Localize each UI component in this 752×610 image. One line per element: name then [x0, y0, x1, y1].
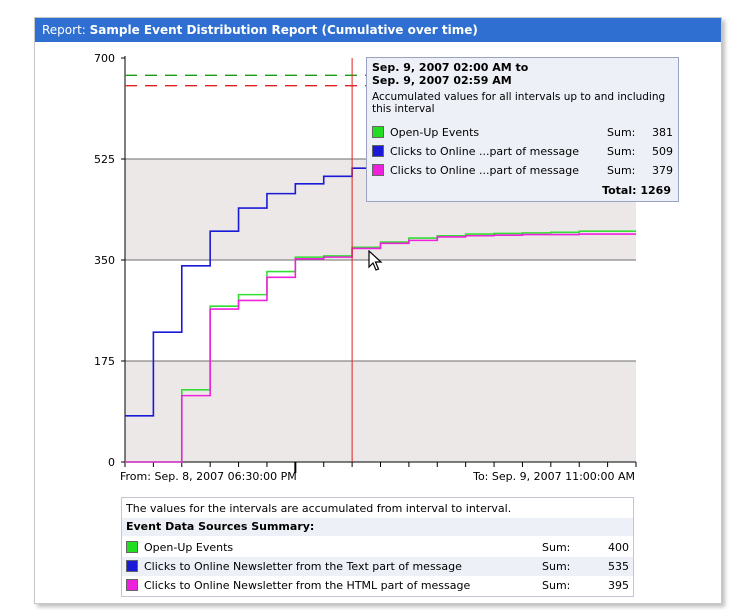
summary-row-label: Clicks to Online Newsletter from the Tex… [144, 560, 462, 573]
summary-row: Open-Up Events Sum: 400 [122, 538, 633, 557]
report-title-prefix: Report: [42, 23, 86, 37]
summary-sum-label: Sum: [542, 579, 571, 592]
tooltip-total-label: Total: [602, 184, 637, 197]
magenta-swatch-icon [126, 579, 138, 591]
summary-sum-value: 400 [608, 541, 629, 554]
event-sources-summary: The values for the intervals are accumul… [121, 497, 634, 597]
x-axis-from-label: From: Sep. 8, 2007 06:30:00 PM [120, 470, 297, 483]
tooltip-sum-value: 381 [652, 126, 673, 139]
y-tick-label: 0 [108, 456, 115, 469]
green-swatch-icon [126, 541, 138, 553]
tooltip-sum-label: Sum: [607, 145, 636, 158]
summary-row: Clicks to Online Newsletter from the HTM… [122, 576, 633, 595]
tooltip-sum-label: Sum: [607, 126, 636, 139]
summary-note: The values for the intervals are accumul… [126, 502, 512, 515]
tooltip-total-value: 1269 [640, 184, 671, 197]
report-title: Sample Event Distribution Report (Cumula… [89, 23, 478, 37]
summary-sum-value: 535 [608, 560, 629, 573]
summary-sum-label: Sum: [542, 560, 571, 573]
series-line [125, 233, 636, 463]
shaded-band [125, 361, 636, 462]
tooltip-description: Accumulated values for all intervals up … [372, 91, 666, 115]
tooltip-sum-value: 509 [652, 145, 673, 158]
y-tick-label: 700 [94, 52, 115, 65]
tooltip-title-line2: Sep. 9, 2007 02:59 AM [372, 74, 512, 87]
tooltip-row: Clicks to Online ...part of message Sum:… [372, 162, 675, 180]
summary-row-label: Open-Up Events [144, 541, 234, 554]
tooltip-row-label: Clicks to Online ...part of message [390, 145, 580, 158]
green-swatch-icon [372, 126, 384, 138]
y-tick-label: 525 [94, 153, 115, 166]
blue-swatch-icon [126, 560, 138, 572]
magenta-swatch-icon [372, 164, 384, 176]
tooltip-title-line1: Sep. 9, 2007 02:00 AM to [372, 61, 529, 74]
summary-row: Clicks to Online Newsletter from the Tex… [122, 557, 633, 576]
report-title-bar: Report: Sample Event Distribution Report… [35, 18, 721, 42]
tooltip-row-label: Open-Up Events [390, 126, 480, 139]
tooltip-row: Clicks to Online ...part of message Sum:… [372, 143, 675, 161]
tooltip-sum-value: 379 [652, 164, 673, 177]
summary-sum-value: 395 [608, 579, 629, 592]
blue-swatch-icon [372, 145, 384, 157]
y-tick-label: 175 [94, 355, 115, 368]
x-axis-to-label: To: Sep. 9, 2007 11:00:00 AM [472, 470, 635, 483]
tooltip-row: Open-Up Events Sum: 381 [372, 124, 675, 142]
summary-sum-label: Sum: [542, 541, 571, 554]
y-tick-label: 350 [94, 254, 115, 267]
mouse-pointer-icon [368, 250, 383, 271]
interval-tooltip: Sep. 9, 2007 02:00 AM to Sep. 9, 2007 02… [366, 57, 679, 202]
summary-heading: Event Data Sources Summary: [122, 518, 633, 536]
tooltip-sum-label: Sum: [607, 164, 636, 177]
summary-row-label: Clicks to Online Newsletter from the HTM… [144, 579, 471, 592]
tooltip-total: Total: 1269 [602, 184, 671, 197]
tooltip-row-label: Clicks to Online ...part of message [390, 164, 580, 177]
